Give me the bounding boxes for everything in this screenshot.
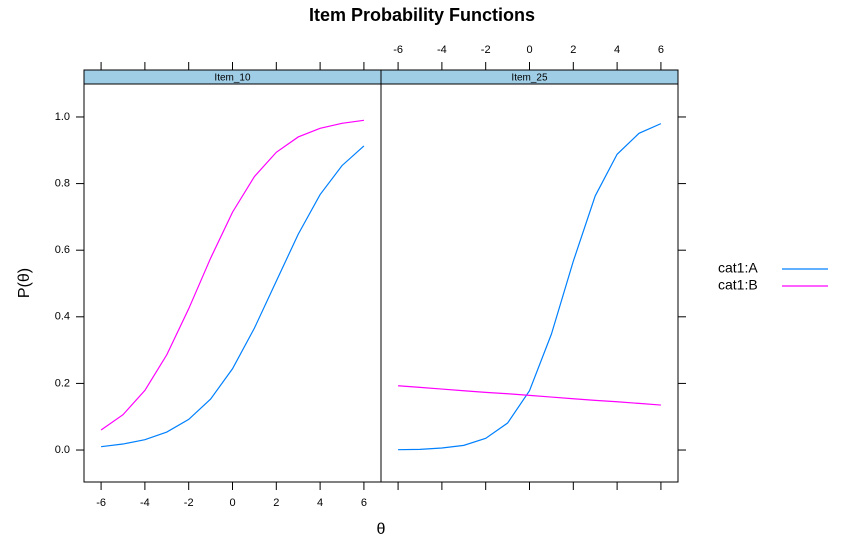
y-tick-label: 0.4	[55, 311, 70, 323]
x-tick-label: 6	[658, 44, 664, 56]
y-tick-label: 0.0	[55, 444, 70, 456]
y-tick-label: 0.8	[55, 177, 70, 189]
x-tick-label: -6	[393, 44, 403, 56]
series-line	[398, 123, 662, 451]
x-tick-label: 4	[614, 44, 620, 56]
panel-frame	[83, 83, 382, 483]
x-tick-label: -2	[481, 44, 491, 56]
legend-label: cat1:B	[718, 277, 758, 293]
legend-label: cat1:A	[718, 260, 758, 276]
x-tick-label: 4	[317, 497, 323, 509]
x-tick-label: 2	[570, 44, 576, 56]
y-tick-label: 0.2	[55, 377, 70, 389]
y-tick-label: 0.6	[55, 244, 70, 256]
x-axis-label: θ	[377, 521, 386, 538]
x-tick-label: 0	[526, 44, 532, 56]
x-tick-label: 0	[229, 497, 235, 509]
x-tick-label: 6	[361, 497, 367, 509]
panel-frame	[380, 83, 679, 483]
chart-title: Item Probability Functions	[309, 5, 535, 25]
x-tick-label: -4	[140, 497, 150, 509]
series-line	[100, 119, 365, 431]
x-tick-label: -2	[184, 497, 194, 509]
y-axis-label: P(θ)	[16, 268, 33, 298]
strip-label: Item_10	[214, 73, 251, 84]
y-tick-label: 1.0	[55, 111, 70, 123]
strip-label: Item_25	[511, 73, 548, 84]
series-line	[398, 385, 661, 406]
x-tick-label: -6	[96, 497, 106, 509]
x-tick-label: 2	[273, 497, 279, 509]
x-tick-label: -4	[437, 44, 447, 56]
series-line	[101, 145, 365, 448]
